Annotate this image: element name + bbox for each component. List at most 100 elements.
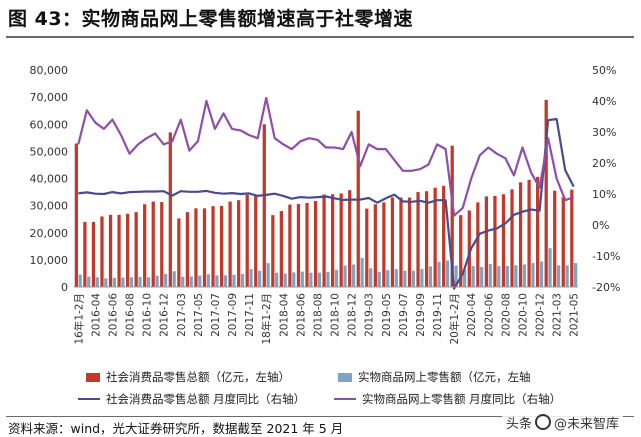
y-right-tick-label: -10% [592, 250, 620, 263]
y-right-tick-label: 20% [592, 157, 616, 170]
bar-online-total [351, 264, 356, 287]
y-right-tick-label: 50% [592, 64, 616, 77]
bar-online-total [386, 270, 390, 287]
legend-online-total: 实物商品网上零售额（亿元，左轴 [338, 369, 531, 385]
bar-online-total [87, 276, 91, 287]
bar-online-total [104, 278, 108, 287]
bar-retail-total [365, 208, 369, 287]
x-tick-label: 2017-05 [193, 293, 205, 337]
x-tick-label: 2019-07 [398, 293, 410, 337]
bar-retail-total [399, 197, 403, 287]
y-left-tick-label: 30,000 [30, 200, 69, 213]
watermark-author: 头条 [505, 417, 532, 432]
x-tick-label: 2017-03 [176, 293, 188, 337]
bar-online-total [505, 265, 509, 287]
watermark-logo-icon [534, 414, 551, 430]
bar-retail-total [237, 200, 241, 287]
bar-retail-total [322, 194, 326, 287]
x-tick-label: 2016-10 [142, 293, 154, 337]
bar-online-total [189, 276, 193, 287]
bar-online-total [249, 269, 253, 287]
bar-retail-total [194, 208, 198, 287]
x-tick-label: 16年1-2月 [72, 293, 85, 345]
bar-online-total [95, 277, 99, 287]
bar-online-total [394, 269, 398, 287]
bar-online-total [121, 277, 125, 287]
bar-retail-total [117, 214, 121, 287]
bar-online-total [283, 273, 287, 287]
bar-online-total [317, 272, 322, 287]
bar-retail-total [245, 194, 249, 287]
bar-retail-total [544, 99, 548, 288]
chart-title: 图 43：实物商品网上零售额增速高于社零增速 [8, 8, 414, 30]
line-retail-yoy [78, 117, 575, 290]
line-online-yoy [77, 96, 575, 217]
bar-retail-total [202, 208, 207, 287]
bar-retail-total [510, 189, 514, 287]
bar-retail-total [433, 187, 437, 287]
x-tick-label: 2018-04 [278, 293, 290, 337]
x-tick-label: 2021-05 [569, 293, 581, 337]
bar-retail-total [271, 215, 275, 287]
x-tick-label: 2020-06 [483, 293, 495, 337]
legend-label-online-yoy: 实物商品网上零售额 月度同比（右轴） [362, 392, 562, 406]
x-tick-label: 2016-12 [159, 293, 171, 337]
combo-chart: 0 10,000 20,000 30,000 40,000 50,000 60,000 70,… [30, 64, 621, 345]
x-tick-label: 2021-03 [552, 293, 564, 337]
bar-retail-total [160, 202, 164, 287]
bar-online-total [531, 263, 535, 287]
bar-online-total [326, 271, 330, 287]
x-tick-label: 2019-05 [381, 293, 393, 337]
bar-retail-total [570, 189, 574, 287]
bar-retail-total [527, 179, 531, 287]
x-tick-label: 2018-08 [312, 293, 324, 337]
y-right-tick-label: 10% [592, 188, 616, 201]
legend-swatch-online-yoy [334, 398, 356, 400]
bar-online-total [198, 275, 202, 287]
bar-retail-total [254, 195, 258, 287]
bar-retail-total [339, 193, 343, 287]
bar-retail-total [442, 185, 446, 287]
bar-retail-total [168, 132, 172, 287]
bar-retail-total [330, 194, 335, 287]
x-tick-label: 2018-10 [330, 293, 342, 337]
x-tick-label: 2020-08 [500, 293, 512, 337]
bar-online-total [488, 263, 492, 287]
x-tick-label: 2019-03 [364, 293, 376, 337]
legend-label-online-total: 实物商品网上零售额（亿元，左轴 [358, 370, 531, 384]
bar-online-total [514, 265, 518, 287]
watermark: 头条 @未来智库 [501, 412, 623, 433]
bar-online-total [181, 276, 185, 287]
bar-retail-total [134, 212, 138, 287]
y-left-tick-label: 40,000 [30, 173, 69, 186]
bar-online-total [565, 265, 569, 287]
y-right-tick-label: 30% [592, 126, 616, 139]
y-left-tick-label: 80,000 [30, 64, 69, 77]
bar-online-total [300, 271, 304, 287]
bar-online-total [420, 268, 424, 287]
bar-online-total [574, 263, 578, 287]
x-tick-label: 2018-06 [295, 293, 307, 337]
bar-retail-total [100, 216, 104, 287]
watermark-separator: @ [553, 417, 567, 432]
legend-online-yoy: 实物商品网上零售额 月度同比（右轴） [334, 391, 561, 407]
x-tick-label: 2016-08 [125, 293, 137, 337]
bar-retail-total [211, 206, 215, 287]
y-right-tick-label: -20% [592, 281, 620, 294]
footer-rule [6, 416, 634, 417]
legend-swatch-retail-yoy [78, 398, 100, 400]
bar-retail-total [536, 176, 540, 287]
bar-online-total [343, 265, 347, 287]
bar-retail-total [518, 182, 523, 287]
y-left-tick-label: 70,000 [30, 91, 69, 104]
x-tick-label: 20年1-2月 [448, 293, 461, 345]
bar-online-total [411, 270, 415, 287]
bar-retail-total [279, 211, 283, 287]
x-tick-label: 2016-06 [107, 293, 119, 337]
bar-online-total [240, 273, 245, 287]
bar-online-total [309, 272, 313, 287]
bar-retail-total [177, 218, 181, 287]
bar-retail-total [476, 202, 480, 287]
bar-retail-total [313, 201, 318, 287]
bar-online-total [78, 274, 82, 287]
